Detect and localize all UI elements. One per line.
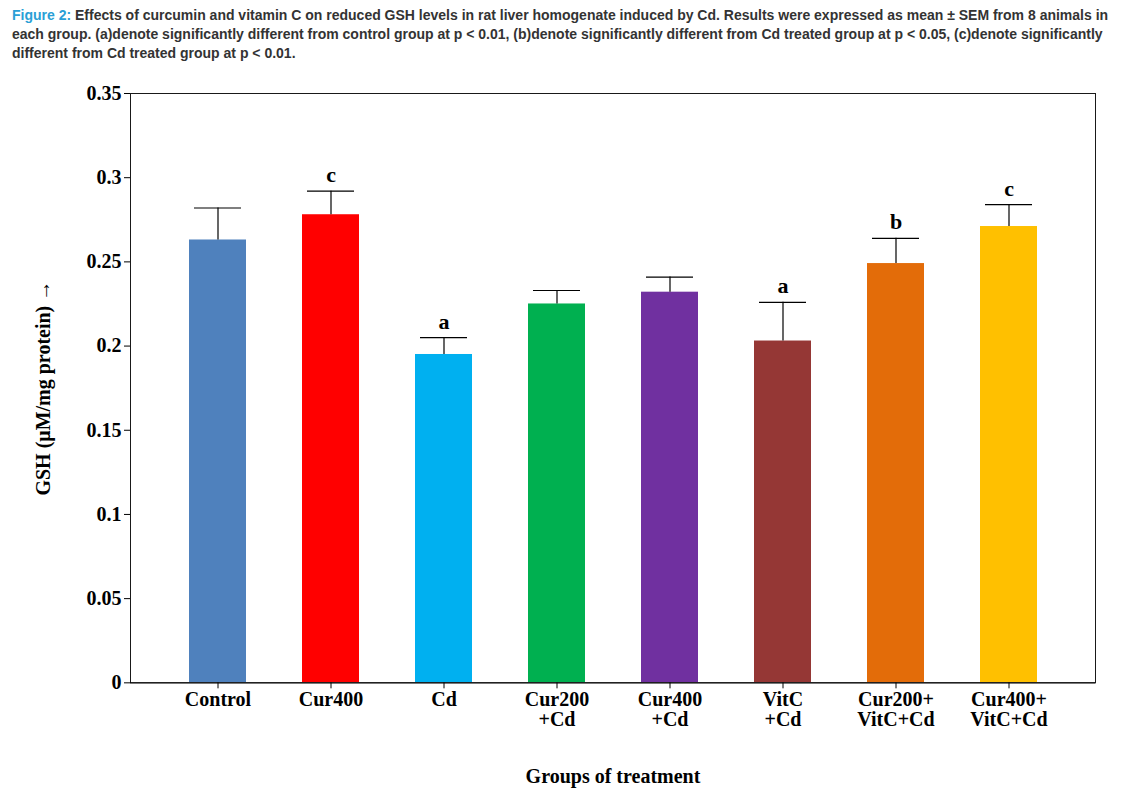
svg-text:Groups of treatment: Groups of treatment xyxy=(526,765,701,788)
svg-text:Cur400+Cd: Cur400+Cd xyxy=(638,688,702,730)
svg-text:0.15: 0.15 xyxy=(87,418,122,440)
svg-text:Cd: Cd xyxy=(431,688,457,710)
svg-text:a: a xyxy=(778,273,789,298)
svg-text:0.35: 0.35 xyxy=(87,82,122,104)
svg-text:GSH (μM/mg protein) →: GSH (μM/mg protein) → xyxy=(32,280,55,495)
svg-text:0.25: 0.25 xyxy=(87,250,122,272)
svg-text:0.2: 0.2 xyxy=(97,334,122,356)
svg-text:VitC+Cd: VitC+Cd xyxy=(763,688,803,730)
svg-text:Cur200+VitC+Cd: Cur200+VitC+Cd xyxy=(857,688,934,730)
svg-text:0: 0 xyxy=(112,671,122,693)
html-text:Figure 2: Effects of curcumin: Figure 2: Effects of curcumin and vitami… xyxy=(12,7,1109,61)
svg-text:c: c xyxy=(1004,175,1014,200)
svg-text:a: a xyxy=(439,308,450,333)
svg-text:Cur200+Cd: Cur200+Cd xyxy=(525,688,589,730)
svg-text:c: c xyxy=(326,162,336,187)
svg-text:0.05: 0.05 xyxy=(87,587,122,609)
svg-text:b: b xyxy=(890,209,902,234)
svg-text:Cur400+VitC+Cd: Cur400+VitC+Cd xyxy=(970,688,1047,730)
svg-text:0.3: 0.3 xyxy=(97,166,122,188)
svg-text:0.1: 0.1 xyxy=(97,503,122,525)
svg-text:Control: Control xyxy=(185,688,252,710)
svg-text:Cur400: Cur400 xyxy=(299,688,363,710)
